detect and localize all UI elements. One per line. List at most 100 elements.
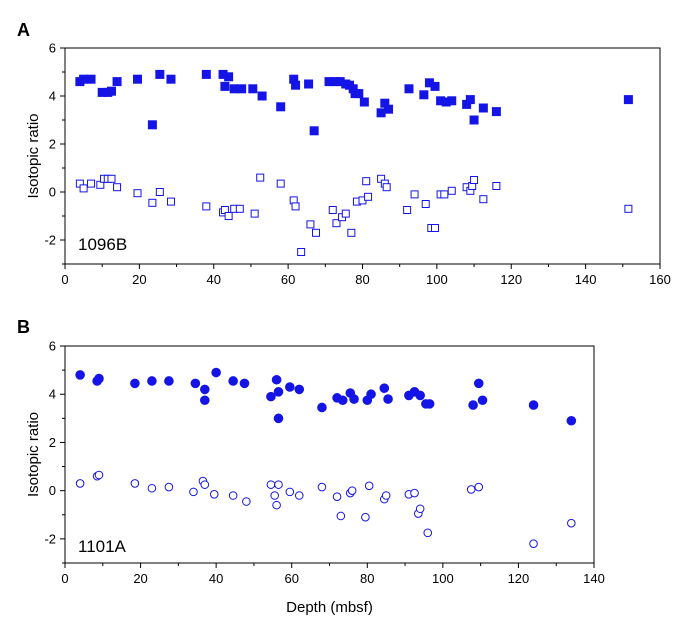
data-point-filled-circle <box>239 378 250 389</box>
data-point-open-square <box>431 224 440 232</box>
data-point-open-circle <box>274 480 283 489</box>
x-tick-label: 0 <box>61 571 68 586</box>
data-point-open-square <box>328 206 337 214</box>
data-point-open-square <box>332 219 341 228</box>
data-point-open-circle <box>75 479 85 488</box>
data-point-open-square <box>306 220 315 229</box>
data-point-open-circle <box>285 487 295 497</box>
data-point-open-circle <box>266 480 276 489</box>
panel-label: B <box>17 317 30 337</box>
x-tick-label: 140 <box>583 571 605 586</box>
site-label: 1101A <box>78 537 127 556</box>
data-point-filled-circle <box>337 395 348 406</box>
data-point-filled-circle <box>211 367 221 378</box>
x-tick-label: 20 <box>132 272 146 287</box>
y-tick-label: 4 <box>49 89 56 104</box>
data-point-filled-square <box>155 69 165 79</box>
data-point-filled-circle <box>200 384 210 395</box>
plot-frame <box>64 345 595 564</box>
y-tick-label: 0 <box>49 483 56 498</box>
x-tick-label: 60 <box>281 272 295 287</box>
y-tick-label: 6 <box>49 41 56 56</box>
data-point-filled-square <box>359 97 369 107</box>
x-tick-label: 140 <box>575 272 597 287</box>
y-tick-label: 2 <box>49 435 56 450</box>
x-tick-label: 100 <box>432 571 454 586</box>
data-point-filled-square <box>376 108 386 118</box>
data-point-filled-circle <box>468 400 478 410</box>
data-point-open-square <box>341 209 350 218</box>
data-point-filled-square <box>220 81 230 91</box>
data-point-filled-square <box>224 72 234 82</box>
data-point-filled-circle <box>273 413 284 424</box>
data-point-filled-circle <box>424 399 435 409</box>
data-point-open-square <box>148 198 157 207</box>
data-point-filled-square <box>112 77 122 87</box>
data-point-filled-square <box>623 95 633 105</box>
y-tick-label: 4 <box>49 387 56 402</box>
data-point-open-circle <box>466 485 476 494</box>
data-point-filled-square <box>257 91 267 101</box>
data-point-filled-square <box>465 95 475 105</box>
data-point-filled-square <box>478 103 488 113</box>
data-point-open-circle <box>147 483 157 493</box>
data-point-filled-square <box>133 74 143 84</box>
data-point-filled-circle <box>383 394 393 404</box>
data-point-filled-square <box>276 102 286 112</box>
data-point-open-square <box>421 200 430 208</box>
data-point-filled-circle <box>379 383 390 393</box>
y-axis-title: Isotopic ratio <box>25 113 42 198</box>
data-point-filled-circle <box>190 378 201 389</box>
data-point-open-circle <box>130 479 140 488</box>
data-point-open-circle <box>200 480 210 489</box>
data-point-open-circle <box>567 518 576 528</box>
x-tick-label: 40 <box>207 272 221 287</box>
data-point-filled-circle <box>200 395 210 406</box>
data-point-open-circle <box>209 489 219 499</box>
data-point-open-square <box>312 228 321 237</box>
data-point-filled-square <box>79 74 89 84</box>
data-point-open-square <box>87 179 96 188</box>
data-point-filled-square <box>86 74 96 84</box>
x-tick-label: 80 <box>360 571 374 586</box>
chart-panel-B: 0 20 40 60 80 100 120 140 -2 0 2 4 6 Isotopic ratio De… <box>17 317 605 616</box>
y-tick-label: 0 <box>49 185 56 200</box>
data-point-filled-circle <box>473 378 484 389</box>
data-point-open-circle <box>364 481 374 491</box>
data-point-open-square <box>113 183 122 192</box>
data-point-filled-square <box>430 81 440 91</box>
data-point-filled-square <box>147 120 157 130</box>
data-point-open-circle <box>242 497 251 506</box>
data-point-filled-square <box>384 104 394 114</box>
data-point-filled-square <box>248 84 258 94</box>
x-tick-label: 160 <box>649 272 671 287</box>
data-point-open-circle <box>164 482 174 492</box>
data-point-open-circle <box>228 491 238 500</box>
x-tick-label: 80 <box>355 272 369 287</box>
data-point-filled-circle <box>285 382 295 392</box>
data-point-open-square <box>133 189 142 198</box>
data-point-open-square <box>347 228 356 237</box>
y-tick-label: -2 <box>44 531 56 546</box>
data-point-open-square <box>291 202 300 211</box>
data-point-open-square <box>235 204 244 213</box>
data-point-filled-circle <box>294 384 305 395</box>
data-point-filled-square <box>106 86 116 96</box>
data-point-filled-square <box>304 79 314 89</box>
data-point-filled-square <box>229 84 239 94</box>
x-tick-label: 120 <box>500 272 522 287</box>
data-point-filled-square <box>447 96 457 106</box>
data-point-open-square <box>479 195 488 204</box>
x-tick-label: 40 <box>209 571 223 586</box>
data-point-open-square <box>276 179 285 188</box>
data-point-open-circle <box>270 491 280 500</box>
data-point-open-circle <box>347 486 357 495</box>
data-point-filled-square <box>291 80 301 90</box>
data-point-open-square <box>492 182 501 190</box>
data-point-filled-square <box>237 84 247 94</box>
data-point-open-square <box>440 190 449 199</box>
data-point-open-square <box>624 204 633 213</box>
x-tick-label: 120 <box>508 571 530 586</box>
data-point-filled-circle <box>317 402 327 413</box>
data-point-open-square <box>364 192 373 201</box>
